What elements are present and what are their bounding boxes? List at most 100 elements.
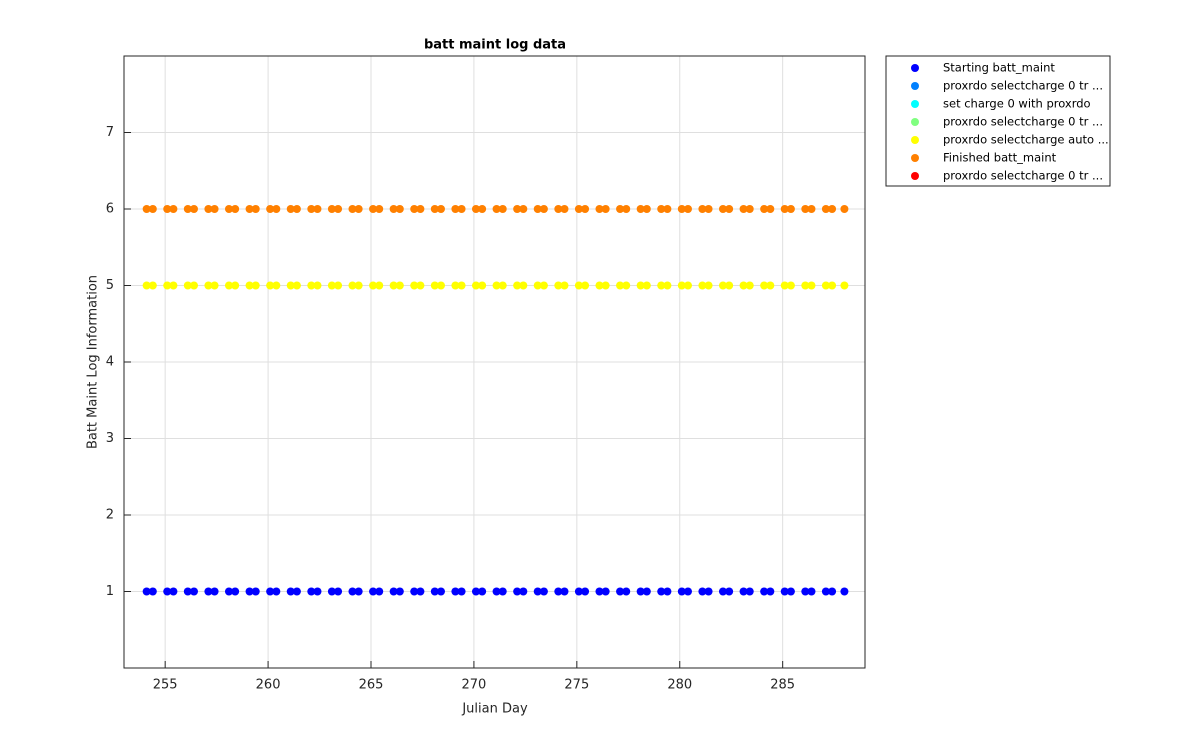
point [334, 205, 343, 213]
point [231, 281, 240, 290]
legend-marker [911, 82, 919, 90]
legend-marker [911, 100, 919, 108]
point [251, 281, 260, 290]
point [595, 205, 604, 213]
point [272, 205, 281, 213]
y-tick-label: 3 [106, 431, 114, 446]
legend-label: Starting batt_maint [943, 61, 1055, 75]
point [369, 205, 378, 213]
point [272, 281, 281, 290]
point [581, 205, 590, 213]
legend-marker [911, 64, 919, 72]
point [224, 205, 233, 213]
point [148, 281, 157, 290]
point [183, 587, 192, 596]
point [148, 205, 157, 213]
point [189, 205, 198, 213]
point [766, 281, 775, 290]
point [840, 281, 849, 290]
point [163, 205, 172, 213]
point [786, 281, 795, 290]
y-tick-label: 5 [106, 278, 114, 293]
point [142, 205, 151, 213]
point [148, 587, 157, 596]
point [574, 205, 583, 213]
point [389, 281, 398, 290]
point [231, 205, 240, 213]
point [704, 587, 713, 596]
x-tick-label: 255 [153, 678, 178, 693]
point [760, 205, 769, 213]
point [266, 281, 275, 290]
point [286, 587, 295, 596]
point [334, 281, 343, 290]
point [766, 587, 775, 596]
point [801, 205, 810, 213]
point [313, 281, 322, 290]
point [622, 205, 631, 213]
point [163, 281, 172, 290]
point [307, 587, 316, 596]
point [574, 281, 583, 290]
point [478, 587, 487, 596]
point [436, 281, 445, 290]
point [272, 587, 281, 596]
point [492, 587, 501, 596]
point [142, 281, 151, 290]
point [828, 205, 837, 213]
point [657, 281, 666, 290]
point [718, 587, 727, 596]
point [410, 587, 419, 596]
point [581, 587, 590, 596]
point [622, 587, 631, 596]
point [457, 587, 466, 596]
point [786, 205, 795, 213]
point [683, 205, 692, 213]
point [204, 281, 213, 290]
point [292, 281, 301, 290]
point [677, 205, 686, 213]
point [410, 281, 419, 290]
legend-marker [911, 154, 919, 162]
point [801, 281, 810, 290]
point [245, 205, 254, 213]
point [245, 587, 254, 596]
point [801, 587, 810, 596]
point [436, 205, 445, 213]
point [513, 281, 522, 290]
point [224, 587, 233, 596]
point [704, 205, 713, 213]
chart-title: batt maint log data [424, 38, 566, 53]
point [416, 281, 425, 290]
point [745, 205, 754, 213]
point [683, 587, 692, 596]
point [807, 205, 816, 213]
point [430, 205, 439, 213]
point [786, 587, 795, 596]
point [478, 205, 487, 213]
point [725, 205, 734, 213]
x-tick-label: 280 [667, 678, 692, 693]
point [519, 281, 528, 290]
point [636, 281, 645, 290]
point [533, 281, 542, 290]
point [395, 587, 404, 596]
point [718, 281, 727, 290]
legend-label: proxrdo selectcharge 0 tr ... [943, 169, 1103, 183]
point [760, 281, 769, 290]
marks [142, 205, 849, 596]
point [492, 281, 501, 290]
legend-label: set charge 0 with proxrdo [943, 97, 1091, 111]
point [410, 205, 419, 213]
point [725, 587, 734, 596]
point [292, 205, 301, 213]
point [725, 281, 734, 290]
point [327, 205, 336, 213]
point [245, 281, 254, 290]
y-tick-label: 6 [106, 202, 114, 217]
point [698, 281, 707, 290]
point [292, 587, 301, 596]
x-tick-label: 275 [564, 678, 589, 693]
point [574, 587, 583, 596]
point [142, 587, 151, 596]
